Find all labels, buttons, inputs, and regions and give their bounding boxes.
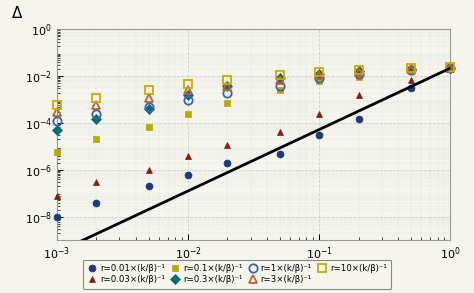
r=10×(k/β)⁻¹ (225, 78, 230, 81)
r=0.3×(k/β)⁻¹ (146, 107, 151, 111)
r=0.01×(k/β)⁻¹ (447, 67, 453, 71)
Line: r=1×(k/β)⁻¹: r=1×(k/β)⁻¹ (53, 64, 455, 125)
r=0.03×(k/β)⁻¹ (277, 131, 283, 134)
r=0.03×(k/β)⁻¹ (185, 154, 191, 158)
r=1×(k/β)⁻¹ (447, 66, 453, 69)
r=0.1×(k/β)⁻¹ (277, 88, 283, 92)
r=0.03×(k/β)⁻¹ (316, 112, 322, 115)
r=0.3×(k/β)⁻¹ (277, 77, 283, 80)
r=3×(k/β)⁻¹ (185, 88, 191, 92)
r=0.1×(k/β)⁻¹ (225, 101, 230, 105)
Line: r=0.03×(k/β)⁻¹: r=0.03×(k/β)⁻¹ (54, 66, 454, 199)
r=3×(k/β)⁻¹ (277, 78, 283, 81)
Line: r=0.3×(k/β)⁻¹: r=0.3×(k/β)⁻¹ (54, 65, 454, 134)
r=0.1×(k/β)⁻¹ (356, 76, 362, 79)
r=0.3×(k/β)⁻¹ (54, 128, 60, 132)
r=0.01×(k/β)⁻¹ (93, 201, 99, 205)
r=1×(k/β)⁻¹ (316, 77, 322, 80)
r=10×(k/β)⁻¹ (316, 70, 322, 74)
Line: r=10×(k/β)⁻¹: r=10×(k/β)⁻¹ (53, 63, 455, 109)
X-axis label: k/β: k/β (244, 266, 264, 279)
r=0.03×(k/β)⁻¹ (225, 143, 230, 146)
Y-axis label: Δ: Δ (12, 6, 23, 21)
r=0.3×(k/β)⁻¹ (408, 67, 414, 71)
r=1×(k/β)⁻¹ (408, 68, 414, 71)
r=0.03×(k/β)⁻¹ (447, 67, 453, 71)
r=1×(k/β)⁻¹ (277, 84, 283, 87)
r=0.03×(k/β)⁻¹ (146, 168, 151, 172)
r=3×(k/β)⁻¹ (54, 110, 60, 114)
Line: r=0.01×(k/β)⁻¹: r=0.01×(k/β)⁻¹ (54, 66, 454, 220)
r=0.3×(k/β)⁻¹ (356, 70, 362, 73)
r=0.3×(k/β)⁻¹ (225, 84, 230, 87)
r=10×(k/β)⁻¹ (146, 88, 151, 92)
r=3×(k/β)⁻¹ (408, 67, 414, 71)
r=10×(k/β)⁻¹ (447, 66, 453, 69)
r=0.01×(k/β)⁻¹ (225, 161, 230, 165)
r=0.01×(k/β)⁻¹ (408, 87, 414, 90)
r=0.03×(k/β)⁻¹ (93, 180, 99, 184)
Legend: r=0.01×(k/β)⁻¹, r=0.03×(k/β)⁻¹, r=0.1×(k/β)⁻¹, r=0.3×(k/β)⁻¹, r=1×(k/β)⁻¹, r=3×(: r=0.01×(k/β)⁻¹, r=0.03×(k/β)⁻¹, r=0.1×(k… (83, 260, 391, 289)
r=0.01×(k/β)⁻¹ (185, 173, 191, 177)
r=0.03×(k/β)⁻¹ (408, 78, 414, 81)
r=10×(k/β)⁻¹ (185, 83, 191, 86)
r=10×(k/β)⁻¹ (54, 103, 60, 107)
r=3×(k/β)⁻¹ (447, 66, 453, 69)
r=1×(k/β)⁻¹ (54, 120, 60, 123)
r=0.03×(k/β)⁻¹ (356, 94, 362, 97)
r=0.01×(k/β)⁻¹ (277, 152, 283, 155)
r=0.3×(k/β)⁻¹ (93, 117, 99, 121)
r=3×(k/β)⁻¹ (93, 103, 99, 107)
r=0.1×(k/β)⁻¹ (316, 80, 322, 83)
r=0.3×(k/β)⁻¹ (316, 72, 322, 75)
Line: r=3×(k/β)⁻¹: r=3×(k/β)⁻¹ (53, 64, 455, 116)
r=3×(k/β)⁻¹ (356, 70, 362, 74)
r=10×(k/β)⁻¹ (356, 69, 362, 72)
r=0.01×(k/β)⁻¹ (54, 215, 60, 219)
r=0.1×(k/β)⁻¹ (185, 112, 191, 115)
r=10×(k/β)⁻¹ (277, 74, 283, 77)
r=1×(k/β)⁻¹ (356, 73, 362, 76)
r=0.1×(k/β)⁻¹ (146, 125, 151, 128)
r=1×(k/β)⁻¹ (93, 112, 99, 115)
r=0.3×(k/β)⁻¹ (185, 94, 191, 97)
r=0.03×(k/β)⁻¹ (54, 194, 60, 197)
r=10×(k/β)⁻¹ (408, 67, 414, 70)
r=0.3×(k/β)⁻¹ (447, 67, 453, 70)
r=3×(k/β)⁻¹ (146, 96, 151, 100)
r=0.01×(k/β)⁻¹ (356, 117, 362, 121)
r=1×(k/β)⁻¹ (146, 105, 151, 108)
Line: r=0.1×(k/β)⁻¹: r=0.1×(k/β)⁻¹ (54, 65, 454, 155)
r=0.01×(k/β)⁻¹ (316, 134, 322, 137)
r=0.1×(k/β)⁻¹ (54, 150, 60, 154)
r=0.01×(k/β)⁻¹ (146, 185, 151, 188)
r=0.1×(k/β)⁻¹ (408, 70, 414, 73)
r=1×(k/β)⁻¹ (225, 91, 230, 94)
r=3×(k/β)⁻¹ (316, 74, 322, 77)
r=3×(k/β)⁻¹ (225, 84, 230, 87)
r=10×(k/β)⁻¹ (93, 96, 99, 100)
r=0.1×(k/β)⁻¹ (447, 67, 453, 70)
r=1×(k/β)⁻¹ (185, 98, 191, 101)
r=0.1×(k/β)⁻¹ (93, 138, 99, 141)
